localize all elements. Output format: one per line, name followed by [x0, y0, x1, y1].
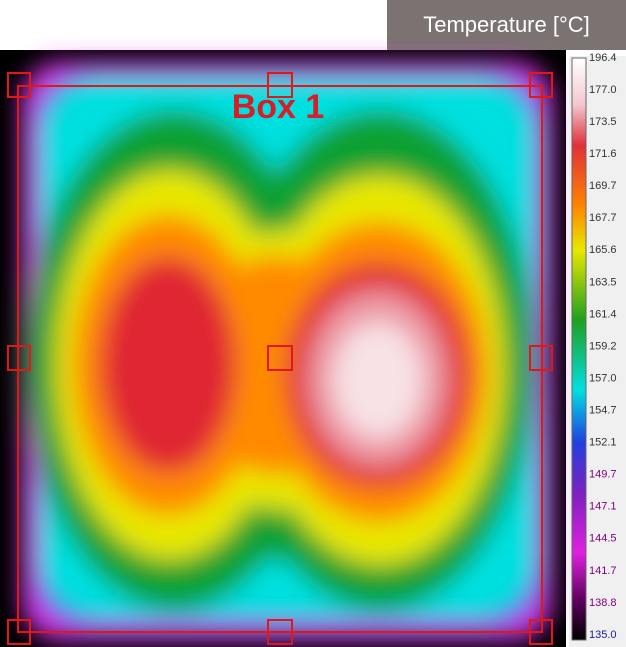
- colorbar-label: 163.5: [589, 276, 617, 288]
- colorbar-label: 149.7: [589, 469, 617, 481]
- title: Temperature [°C]: [387, 0, 626, 50]
- thermal-image: [22, 62, 552, 640]
- colorbar-label: 171.6: [589, 148, 617, 160]
- colorbar-label: 196.4: [589, 52, 617, 64]
- colorbar-label: 159.2: [589, 340, 617, 352]
- colorbar-label: 135.0: [589, 629, 617, 641]
- colorbar: [571, 57, 587, 641]
- colorbar-label: 167.7: [589, 212, 617, 224]
- colorbar-label: 152.1: [589, 437, 617, 449]
- colorbar-label: 147.1: [589, 501, 617, 513]
- box-roi[interactable]: [7, 72, 553, 645]
- colorbar-labels: 196.4 177.0 173.5 171.6 169.7 167.7 165.6 163.5…: [589, 52, 617, 641]
- colorbar-label: 173.5: [589, 116, 617, 128]
- colorbar-label: 141.7: [589, 565, 617, 577]
- colorbar-label: 161.4: [589, 308, 617, 320]
- colorbar-label: 169.7: [589, 180, 617, 192]
- colorbar-label: 138.8: [589, 597, 617, 609]
- box-label: Box 1: [232, 88, 325, 126]
- colorbar-label: 165.6: [589, 244, 617, 256]
- colorbar-label: 157.0: [589, 372, 617, 384]
- colorbar-label: 177.0: [589, 84, 617, 96]
- colorbar-label: 154.7: [589, 405, 617, 417]
- colorbar-label: 144.5: [589, 533, 617, 545]
